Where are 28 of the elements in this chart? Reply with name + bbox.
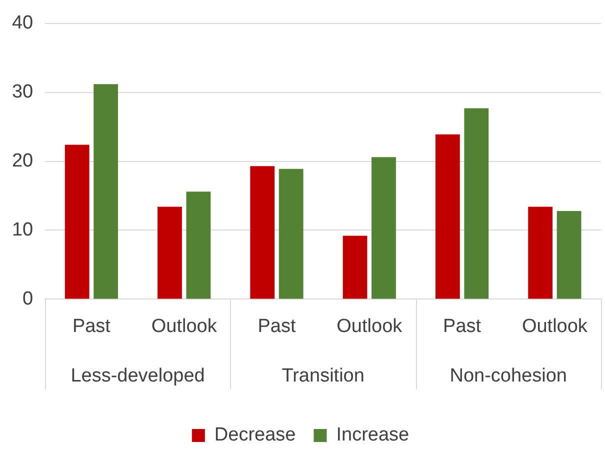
y-tick-label: 40 xyxy=(12,12,34,34)
bar xyxy=(158,206,182,299)
x-tick-label: Past xyxy=(443,316,482,337)
x-tick-label: Outlook xyxy=(151,316,218,337)
bar xyxy=(250,166,275,299)
bar xyxy=(528,206,553,299)
x-tick-label: Outlook xyxy=(522,316,588,337)
legend-label: Increase xyxy=(336,424,410,446)
bar xyxy=(186,192,211,299)
bar xyxy=(64,144,90,299)
y-tick-label: 30 xyxy=(12,82,34,103)
bar xyxy=(372,157,396,299)
text: Less-developed xyxy=(70,365,205,386)
bar xyxy=(556,210,582,299)
x-tick-label: Past xyxy=(258,316,296,337)
x-tick-label: Outlook xyxy=(336,316,403,337)
bar xyxy=(464,108,489,299)
bar xyxy=(342,236,368,299)
bar xyxy=(435,134,460,299)
x-tick-label: Past xyxy=(72,316,112,337)
y-tick-label: 10 xyxy=(12,219,34,240)
legend-label: Decrease xyxy=(214,424,296,446)
text: Non-cohesion xyxy=(450,365,567,386)
bar xyxy=(94,84,118,299)
y-tick-label: 0 xyxy=(22,288,34,310)
bar xyxy=(278,168,304,299)
y-tick-label: 20 xyxy=(12,150,34,172)
text: Transition xyxy=(282,365,364,386)
